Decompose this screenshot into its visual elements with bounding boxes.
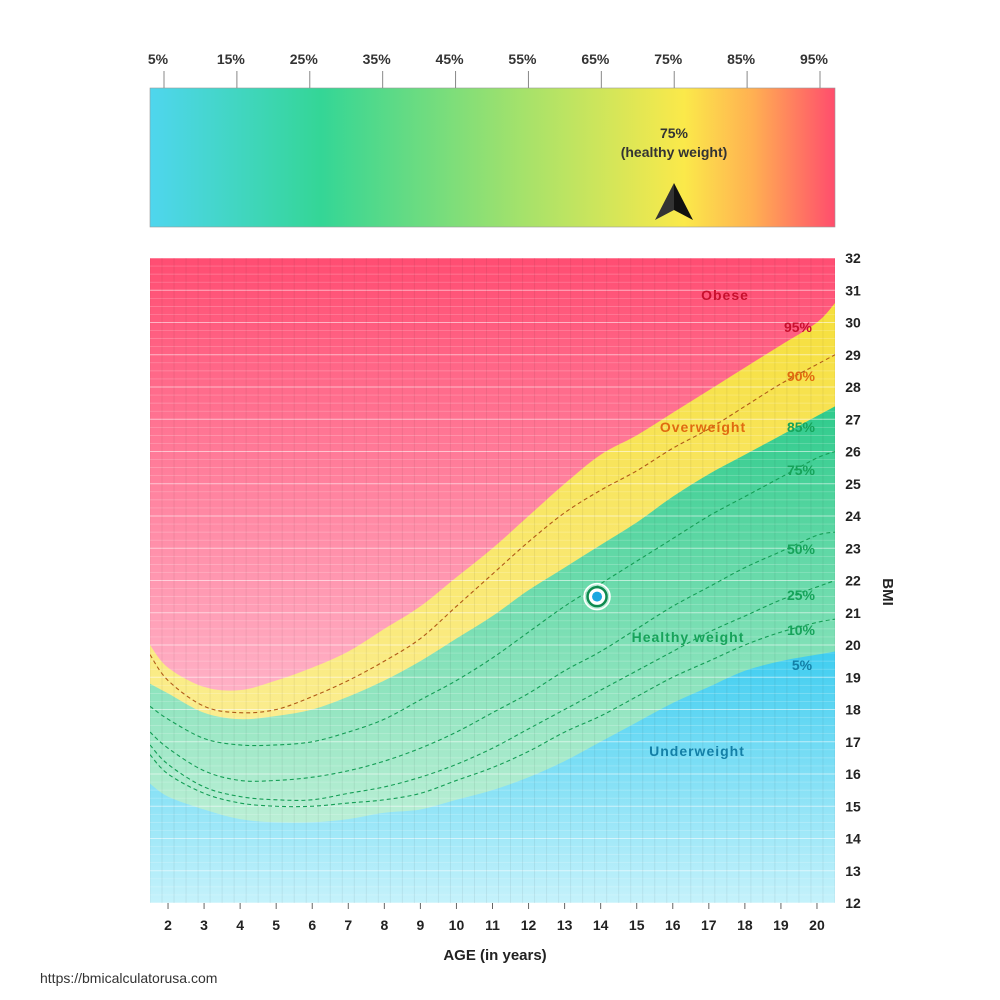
percentile-curve: [150, 618, 835, 808]
x-axis-ticks: 2 3 4 5 6 7 8 9 10 11 12 13 14 15 16 17 18 19 20: [164, 903, 825, 933]
y-tick-label: 17: [845, 734, 861, 750]
x-tick-label: 10: [449, 917, 465, 933]
x-tick-label: 5: [272, 917, 280, 933]
percentile-gradient-bar: [149, 87, 836, 228]
y-axis-ticks: 12 13 14 15 16 17 18 19 20 21 22 23 24 25 26 27 28 29 30 31…: [845, 250, 861, 911]
curve-label: 95%: [784, 319, 813, 335]
percentile-tick-label: 75%: [654, 51, 683, 67]
y-tick-label: 23: [845, 540, 861, 556]
x-tick-label: 7: [344, 917, 352, 933]
zone-label: Underweight: [649, 743, 745, 759]
percentile-ticks: 5% 15% 25% 35% 45% 55% 65% 75% 85% 95%: [148, 51, 829, 88]
curve-label: 90%: [787, 368, 816, 384]
y-tick-label: 27: [845, 411, 861, 427]
y-tick-label: 19: [845, 669, 861, 685]
zone-label: Overweight: [660, 419, 746, 435]
x-tick-label: 17: [701, 917, 717, 933]
curve-label: 5%: [792, 657, 813, 673]
x-tick-label: 13: [557, 917, 573, 933]
y-tick-label: 12: [845, 895, 861, 911]
y-tick-label: 18: [845, 702, 861, 718]
curve-labels: 95% 90% 85% 75% 50% 25% 10% 5%: [784, 319, 816, 673]
percentile-tick-label: 25%: [290, 51, 319, 67]
x-axis-title: AGE (in years): [443, 947, 546, 964]
x-tick-label: 16: [665, 917, 681, 933]
y-tick-label: 29: [845, 347, 861, 363]
y-tick-label: 20: [845, 637, 861, 653]
y-tick-label: 22: [845, 573, 861, 589]
arrow-up-icon: [655, 183, 693, 220]
x-tick-label: 19: [773, 917, 789, 933]
x-tick-label: 14: [593, 917, 609, 933]
x-tick-label: 20: [809, 917, 825, 933]
x-tick-label: 3: [200, 917, 208, 933]
y-tick-label: 13: [845, 863, 861, 879]
y-tick-label: 15: [845, 798, 861, 814]
percentile-tick-label: 15%: [217, 51, 246, 67]
x-tick-label: 9: [416, 917, 424, 933]
y-tick-label: 28: [845, 379, 861, 395]
pointer-label-description: (healthy weight): [621, 144, 728, 160]
zone-labels: Obese Overweight Healthy weight Underweight: [632, 287, 749, 759]
percentile-tick-label: 65%: [581, 51, 610, 67]
y-tick-label: 31: [845, 282, 861, 298]
x-tick-label: 4: [236, 917, 244, 933]
percentile-curve: [150, 579, 835, 801]
percentile-curve: [150, 354, 835, 714]
y-tick-label: 14: [845, 831, 861, 847]
plot-area: [150, 258, 835, 903]
percentile-curve: [150, 531, 835, 782]
underweight-zone: [150, 651, 835, 903]
percentile-tick-label: 55%: [508, 51, 537, 67]
curve-label: 25%: [787, 587, 816, 603]
y-tick-label: 26: [845, 444, 861, 460]
curve-label: 85%: [787, 419, 816, 435]
y-tick-label: 30: [845, 315, 861, 331]
source-url: https://bmicalculatorusa.com: [40, 970, 218, 986]
percentile-tick-label: 35%: [363, 51, 392, 67]
y-tick-label: 21: [845, 605, 861, 621]
percentile-tick-label: 95%: [800, 51, 829, 67]
current-bmi-marker: [583, 582, 611, 611]
percentile-dashed-curves: [150, 354, 835, 808]
percentile-curve: [150, 450, 835, 747]
zone-label: Healthy weight: [632, 629, 745, 645]
y-tick-label: 25: [845, 476, 861, 492]
y-tick-label: 16: [845, 766, 861, 782]
y-axis-title: BMI: [879, 578, 896, 606]
x-tick-label: 2: [164, 917, 172, 933]
percentile-scale: 5% 15% 25% 35% 45% 55% 65% 75% 85% 95% 75% (healt…: [148, 51, 836, 228]
x-tick-label: 11: [485, 917, 500, 933]
chart-grid: [150, 258, 835, 903]
percentile-tick-label: 5%: [148, 51, 169, 67]
x-tick-label: 12: [521, 917, 537, 933]
zone-label: Obese: [701, 287, 749, 303]
x-tick-label: 18: [737, 917, 753, 933]
curve-label: 75%: [787, 462, 816, 478]
curve-label: 10%: [787, 622, 816, 638]
x-tick-label: 8: [380, 917, 388, 933]
percentile-tick-label: 85%: [727, 51, 756, 67]
curve-label: 50%: [787, 541, 816, 557]
pointer-label-value: 75%: [660, 125, 689, 141]
x-tick-label: 6: [308, 917, 316, 933]
y-tick-label: 24: [845, 508, 861, 524]
x-tick-label: 15: [629, 917, 645, 933]
y-tick-label: 32: [845, 250, 861, 266]
percentile-tick-label: 45%: [436, 51, 465, 67]
